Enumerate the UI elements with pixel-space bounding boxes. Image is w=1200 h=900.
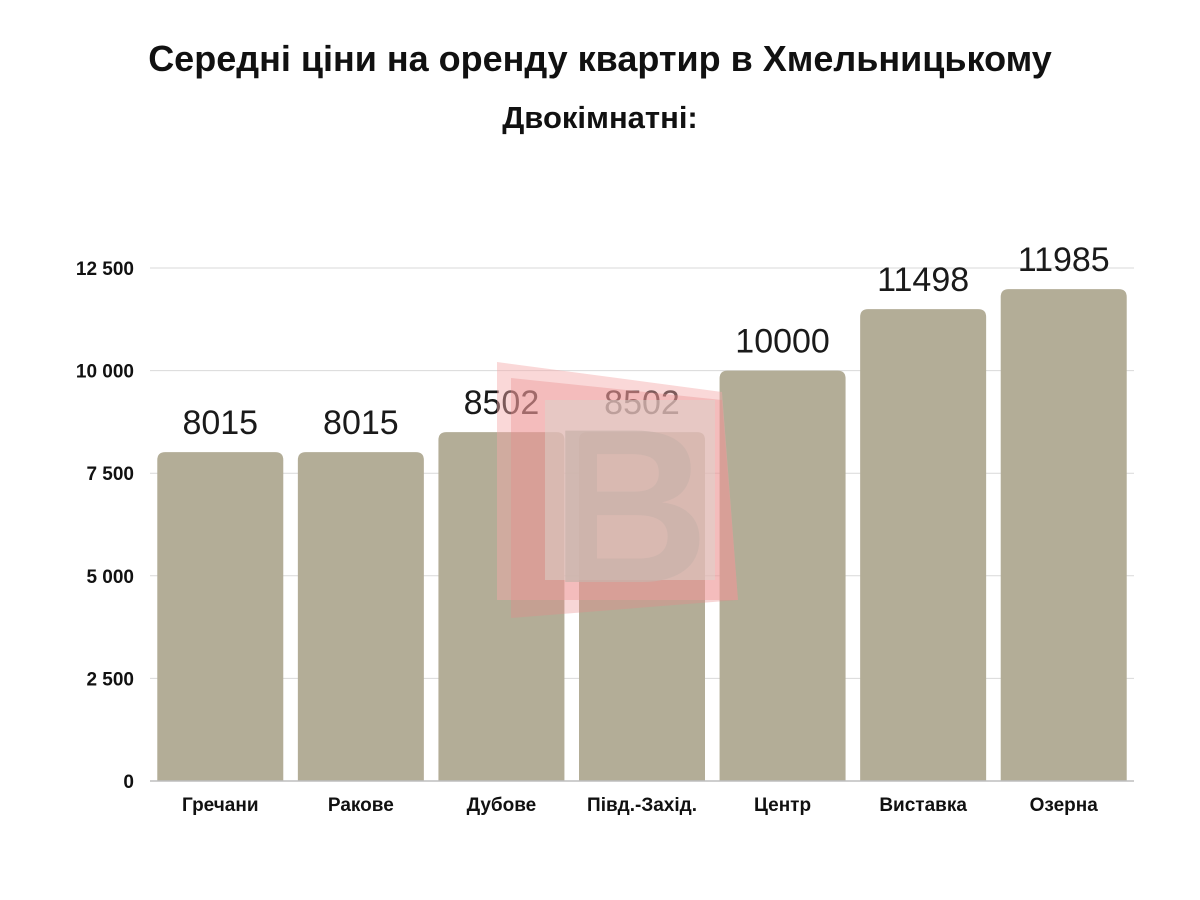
x-tick-label: Гречани bbox=[182, 795, 259, 816]
data-labels: 8015801585028502100001149811985 bbox=[182, 241, 1109, 442]
chart-subtitle: Двокімнатні: bbox=[502, 100, 698, 135]
x-tick-label: Озерна bbox=[1030, 795, 1099, 816]
y-tick-label: 7 500 bbox=[86, 464, 134, 485]
x-tick-label: Півд.-Захід. bbox=[587, 795, 697, 816]
chart-title: Середні ціни на оренду квартир в Хмельни… bbox=[148, 38, 1052, 79]
x-tick-label: Дубове bbox=[467, 795, 537, 816]
y-tick-label: 12 500 bbox=[76, 259, 134, 280]
data-label: 10000 bbox=[735, 323, 830, 361]
x-tick-label: Ракове bbox=[328, 795, 394, 816]
bar-4 bbox=[719, 370, 846, 781]
bar-5 bbox=[860, 309, 987, 781]
data-label: 11498 bbox=[877, 261, 969, 299]
y-axis-ticks: 0 2 500 5 000 7 500 10 000 12 500 bbox=[76, 259, 134, 793]
bar-1 bbox=[297, 452, 424, 781]
y-tick-label: 2 500 bbox=[86, 669, 134, 690]
bar-2 bbox=[438, 432, 565, 781]
data-label: 8015 bbox=[182, 404, 258, 442]
data-label: 8502 bbox=[464, 384, 540, 422]
y-tick-label: 5 000 bbox=[86, 567, 134, 588]
bar-0 bbox=[157, 452, 284, 781]
data-label: 11985 bbox=[1018, 241, 1110, 279]
watermark-logo: В bbox=[497, 362, 738, 629]
y-tick-label: 10 000 bbox=[76, 362, 134, 383]
bar-6 bbox=[1000, 289, 1127, 781]
x-tick-label: Виставка bbox=[879, 795, 967, 816]
x-tick-label: Центр bbox=[754, 795, 811, 816]
data-label: 8015 bbox=[323, 404, 399, 442]
x-axis-ticks: Гречани Ракове Дубове Півд.-Захід. Центр Вист… bbox=[182, 795, 1098, 816]
y-tick-label: 0 bbox=[123, 772, 134, 793]
svg-text:В: В bbox=[551, 383, 710, 629]
